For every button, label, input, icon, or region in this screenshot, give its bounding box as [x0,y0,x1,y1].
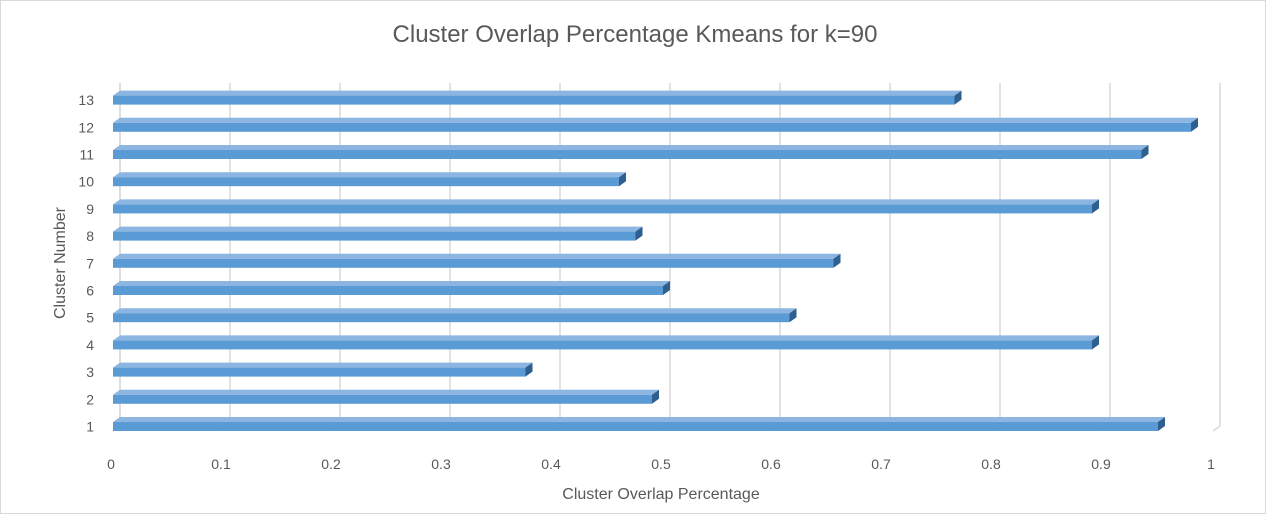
bar-side-face [1191,117,1198,132]
x-tick-label: 0.4 [541,456,561,472]
x-tick-label: 0.7 [871,456,891,472]
bar [113,281,670,295]
y-axis-title: Cluster Number [52,206,69,319]
x-tick-label: 0.3 [431,456,451,472]
bar-top-face [113,117,1198,123]
bar [113,226,643,241]
bar-top-face [113,226,643,232]
bar [113,117,1198,132]
chart-title: Cluster Overlap Percentage Kmeans for k=… [393,21,878,48]
bar-side-face [525,362,533,377]
bar-front-face [113,313,790,323]
y-tick-label: 8 [86,228,94,244]
y-tick-label: 7 [86,255,94,271]
bar [113,362,533,377]
x-tick-label: 0.9 [1091,456,1111,472]
bar [113,90,962,105]
bar-side-face [833,253,841,268]
y-tick-label: 13 [78,92,94,108]
x-tick-label: 0.8 [981,456,1001,472]
bar-top-face [113,362,533,368]
bar [113,335,1099,350]
y-tick-label: 11 [79,147,94,163]
x-tick-label: 0.1 [211,456,231,472]
y-tick-label: 6 [86,283,94,299]
bar-front-face [113,258,834,268]
bar-top-face [113,308,797,314]
bar-side-face [652,389,659,404]
bar-top-face [113,199,1099,205]
bar-front-face [113,394,652,404]
bar-top-face [113,335,1099,341]
bar-front-face [113,367,526,377]
bar-top-face [113,145,1149,150]
y-tick-label: 5 [86,310,94,326]
y-tick-label: 12 [78,119,94,135]
bar-front-face [113,177,619,187]
bar-front-face [113,150,1142,159]
y-tick-label: 2 [86,391,94,407]
bar [113,308,797,323]
bar-side-face [789,308,797,323]
bar [113,389,659,404]
y-tick-label: 10 [78,174,94,190]
y-tick-label: 4 [86,337,94,353]
bar [113,145,1149,159]
bar [113,417,1165,431]
bars [113,90,1198,431]
y-tick-label: 3 [86,364,94,380]
bar-side-face [954,90,962,105]
bar-top-face [113,281,670,286]
y-tick-label: 9 [86,201,94,217]
bar-front-face [113,204,1092,214]
bar [113,253,841,268]
x-tick-label: 0.5 [651,456,671,472]
bar-front-face [113,340,1092,350]
bar-front-face [113,286,663,295]
bar-side-face [619,172,626,187]
bar-top-face [113,417,1165,422]
bar-front-face [113,231,636,241]
bar-top-face [113,90,962,96]
bar-side-face [1141,145,1149,159]
bar-side-face [663,281,670,295]
x-axis-title: Cluster Overlap Percentage [562,486,760,503]
floor-gridline [1212,425,1221,432]
bar-side-face [635,226,643,241]
bar-top-face [113,253,841,259]
bar-front-face [113,95,955,105]
x-tick-label: 0.2 [321,456,341,472]
bar-front-face [113,422,1158,431]
x-tick-label: 0 [107,456,115,472]
bar-top-face [113,172,626,178]
x-tick-label: 1 [1207,456,1215,472]
bar-side-face [1092,335,1099,350]
y-tick-label: 1 [86,419,94,435]
bar [113,172,626,187]
bar [113,199,1099,214]
bar-front-face [113,122,1191,132]
bar-side-face [1158,417,1165,431]
x-tick-label: 0.6 [761,456,781,472]
bar-top-face [113,389,659,395]
bar-side-face [1092,199,1099,214]
